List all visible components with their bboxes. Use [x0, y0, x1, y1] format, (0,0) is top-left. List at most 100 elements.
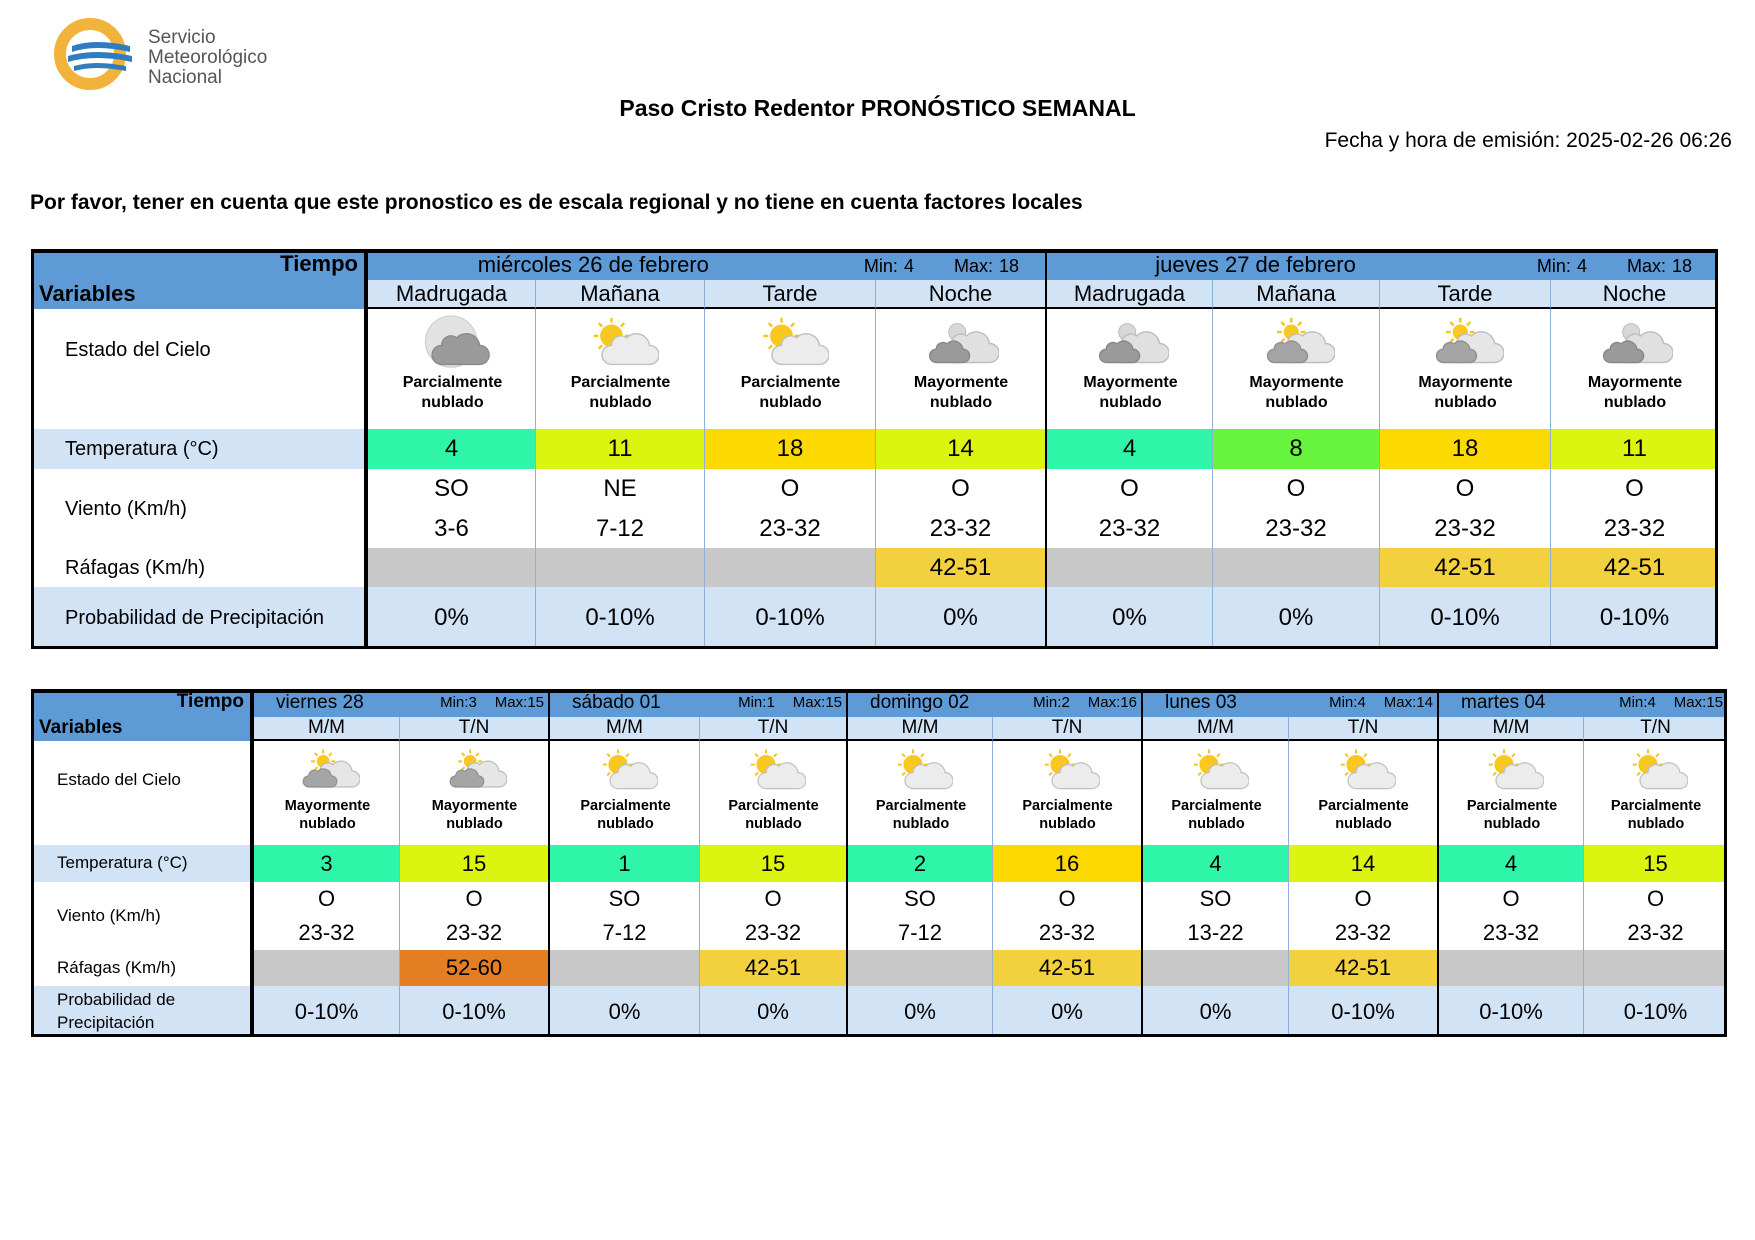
max-value: 15 [825, 694, 842, 711]
max-value: 16 [1120, 694, 1137, 711]
sky-icon [602, 749, 658, 790]
wind-direction: SO [1199, 886, 1232, 911]
wind-line: O [876, 469, 1045, 509]
wind-line: 23-32 [876, 509, 1045, 549]
day-name: martes 04 [1461, 692, 1546, 713]
sky-text: Parcialmente nublado [875, 798, 967, 833]
min-label: Min: [1033, 694, 1062, 711]
sky-icon [302, 749, 360, 788]
min-value: 3 [468, 694, 477, 711]
day-header: jueves 27 de febrero Min: 4 Max: 18 [1045, 249, 1718, 280]
wind-cell: O 23-32 [699, 882, 846, 950]
day-header: domingo 02 Min:2 Max:16 [846, 689, 1141, 717]
period-name: T/N [992, 717, 1141, 741]
sky-cell: Parcialmente nublado [846, 741, 992, 845]
wind-speed: 23-32 [1098, 514, 1161, 542]
wind-speed: 23-32 [1627, 920, 1684, 945]
day-header: miércoles 26 de febrero Min: 4 Max: 18 [366, 249, 1045, 280]
sky-cell: Mayormente nublado [875, 309, 1045, 429]
sky-cell: Parcialmente nublado [1437, 741, 1583, 845]
wind-line: 7-12 [550, 916, 699, 950]
sky-text: Mayormente nublado [284, 798, 371, 833]
sky-icon [1266, 317, 1335, 364]
max-label: Max: [1383, 694, 1417, 711]
precipitation: 0-10% [1288, 986, 1437, 1037]
wind-cell: O 23-32 [1212, 469, 1379, 548]
wind-cell: O 23-32 [1437, 882, 1583, 950]
period-name: M/M [252, 717, 399, 741]
sky-text: Parcialmente nublado [728, 798, 819, 833]
wind-cell: O 23-32 [252, 882, 399, 950]
wind-line: 23-32 [254, 916, 399, 950]
row-label: Probabilidad de Precipitación [31, 587, 366, 649]
min-label: Min: [1619, 694, 1648, 711]
wind-cell: O 23-32 [399, 882, 548, 950]
wind-cell: O 23-32 [1288, 882, 1437, 950]
max-value: 18 [1671, 256, 1692, 276]
wind-speed: 7-12 [595, 514, 645, 542]
gust [1437, 950, 1583, 986]
wind-line: O [993, 882, 1141, 916]
sky-cell: Mayormente nublado [252, 741, 399, 845]
precipitation: 0-10% [535, 587, 704, 649]
wind-line: O [1380, 469, 1550, 509]
precipitation: 0% [846, 986, 992, 1037]
temperature: 4 [1141, 845, 1288, 882]
sky-text: Parcialmente nublado [740, 374, 841, 411]
wind-cell: O 23-32 [704, 469, 875, 548]
temperature: 15 [699, 845, 846, 882]
sky-cell: Mayormente nublado [1379, 309, 1550, 429]
sky-icon [424, 315, 490, 368]
note: Por favor, tener en cuenta que este pron… [30, 191, 1083, 214]
sky-text: Parcialmente nublado [402, 374, 503, 411]
temperature: 4 [1045, 429, 1212, 469]
sky-text: Parcialmente nublado [1022, 798, 1113, 833]
temperature: 1 [548, 845, 699, 882]
sky-cell: Parcialmente nublado [366, 309, 535, 429]
min-max: Min:1 Max:15 [738, 694, 842, 711]
wind-line: 23-32 [705, 509, 875, 549]
precipitation: 0-10% [1583, 986, 1727, 1037]
temperature: 4 [366, 429, 535, 469]
sky-icon [1340, 749, 1396, 790]
sky-text: Parcialmente nublado [1610, 798, 1702, 833]
wind-line: O [1584, 882, 1727, 916]
wind-line: NE [536, 469, 704, 509]
wind-line: SO [550, 882, 699, 916]
wind-speed: 13-22 [1187, 920, 1244, 945]
sky-text: Mayormente nublado [913, 374, 1009, 411]
precipitation: 0-10% [399, 986, 548, 1037]
wind-line: 3-6 [368, 509, 535, 549]
temperature: 16 [992, 845, 1141, 882]
day-name: viernes 28 [276, 692, 364, 713]
wind-line: O [400, 882, 548, 916]
sky-cell: Parcialmente nublado [535, 309, 704, 429]
day-name: jueves 27 de febrero [1155, 252, 1356, 277]
wind-direction: O [1354, 886, 1372, 911]
max-value: 18 [998, 256, 1019, 276]
temperature: 11 [1550, 429, 1718, 469]
sky-icon [897, 749, 953, 790]
row-label: Estado del Cielo [31, 309, 366, 429]
temperature: 2 [846, 845, 992, 882]
wind-direction: SO [608, 886, 641, 911]
sky-icon [928, 323, 999, 364]
sky-cell: Parcialmente nublado [1141, 741, 1288, 845]
gust: 42-51 [992, 950, 1141, 986]
wind-line: 23-32 [1380, 509, 1550, 549]
emission: Fecha y hora de emisión: 2025-02-26 06:2… [1324, 129, 1732, 152]
temperature: 8 [1212, 429, 1379, 469]
wind-speed: 23-32 [759, 514, 821, 542]
max-value: 15 [1706, 694, 1723, 711]
sky-icon [1098, 323, 1169, 364]
sky-text: Mayormente nublado [1418, 374, 1513, 411]
logo-line: Servicio [148, 27, 216, 48]
period-name: T/N [399, 717, 548, 741]
row-label: Temperatura (°C) [31, 845, 252, 882]
logo-line: Nacional [148, 67, 222, 88]
sky-cell: Parcialmente nublado [699, 741, 846, 845]
corner-cell: Tiempo Variables [31, 689, 252, 741]
sky-text: Mayormente nublado [1083, 374, 1178, 411]
gust [1141, 950, 1288, 986]
max-label: Max: [1673, 694, 1707, 711]
